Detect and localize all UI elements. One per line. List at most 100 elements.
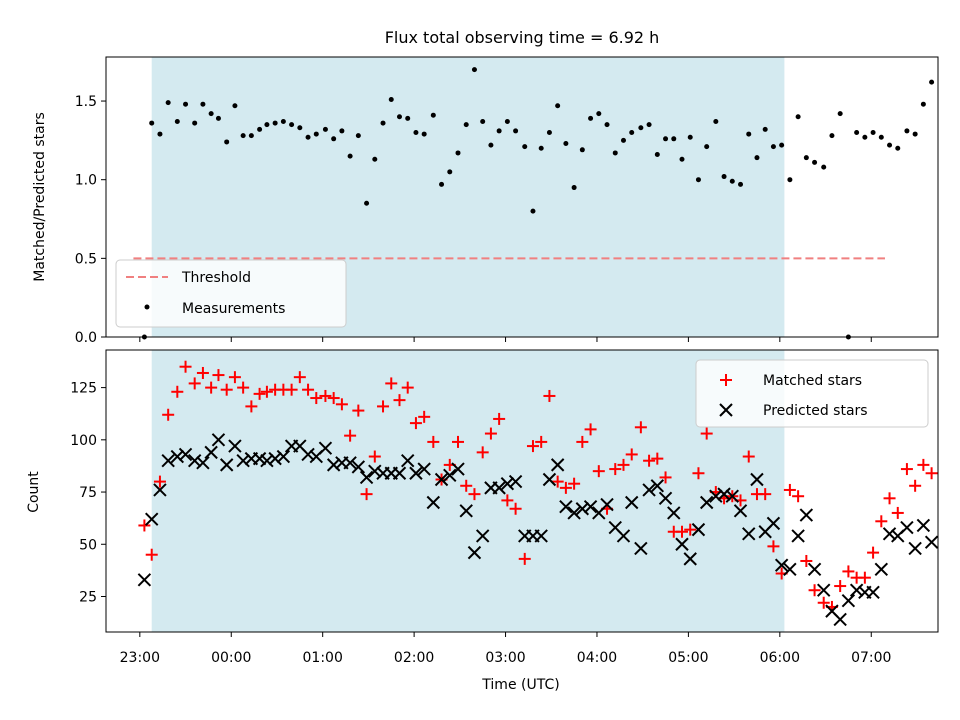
- matched-stars-point: [368, 450, 381, 463]
- x-tick-label: 01:00: [303, 650, 343, 666]
- predicted-stars-point: [742, 527, 756, 541]
- predicted-stars-point: [916, 518, 931, 533]
- count-y-label: Count: [26, 471, 42, 513]
- measurement-point: [305, 134, 311, 140]
- matched-stars-point: [625, 448, 638, 461]
- predicted-stars-point: [401, 454, 415, 468]
- matched-stars-point: [692, 467, 705, 480]
- measurement-point: [679, 156, 685, 162]
- measurement-point: [762, 126, 768, 132]
- measurement-point: [264, 122, 270, 128]
- matched-stars-point: [659, 471, 672, 484]
- matched-stars-point: [800, 554, 813, 567]
- predicted-stars-point: [145, 512, 159, 526]
- predicted-stars-point: [817, 583, 831, 597]
- measurement-point: [488, 142, 494, 148]
- matched-stars-point: [676, 525, 688, 538]
- matched-stars-point: [742, 450, 755, 463]
- matched-stars-point: [592, 465, 605, 478]
- predicted-stars-point: [161, 454, 175, 468]
- measurement-point: [854, 130, 860, 136]
- predicted-stars-point: [392, 466, 407, 480]
- measurement-point: [430, 112, 436, 118]
- measurement-point: [837, 111, 843, 117]
- predicted-stars-point: [301, 447, 315, 462]
- predicted-stars-point: [326, 458, 341, 472]
- predicted-stars-point: [908, 541, 922, 556]
- matched-stars-point: [196, 366, 209, 379]
- count-legend-box: [695, 359, 929, 428]
- measurement-point: [297, 125, 303, 131]
- matched-stars-point: [568, 477, 581, 490]
- measurement-point: [257, 126, 263, 132]
- predicted-stars-point: [451, 462, 465, 476]
- measurement-point: [829, 133, 835, 139]
- measurement-point: [447, 169, 453, 175]
- matched-stars-point: [476, 446, 489, 459]
- predicted-stars-point: [699, 495, 714, 510]
- matched-stars-point: [518, 552, 531, 565]
- predicted-stars-point: [508, 474, 523, 489]
- measurement-point: [496, 128, 502, 134]
- matched-stars-point: [302, 383, 315, 396]
- measurement-point: [713, 118, 719, 124]
- x-tick-label: 02:00: [394, 650, 434, 666]
- matched-stars-point: [493, 412, 506, 425]
- measurement-point: [380, 120, 386, 126]
- measurement-point: [803, 155, 809, 161]
- x-tick-label: 07:00: [851, 650, 891, 666]
- predicted-stars-point: [443, 468, 457, 483]
- measurement-point: [779, 142, 785, 148]
- predicted-stars-point: [268, 451, 282, 466]
- measurement-point: [504, 118, 510, 124]
- measurement-point: [629, 130, 635, 136]
- matched-stars-point: [867, 546, 880, 559]
- matched-stars-point: [385, 377, 398, 390]
- x-tick-label: 03:00: [485, 650, 525, 666]
- measurement-point: [563, 141, 569, 147]
- predicted-stars-point: [500, 476, 515, 491]
- measurement-point: [183, 101, 189, 107]
- matched-legend-label: Matched stars: [763, 373, 862, 389]
- matched-stars-point: [205, 381, 218, 394]
- measurement-point: [240, 133, 246, 139]
- measurement-point: [455, 150, 461, 156]
- predicted-stars-point: [187, 454, 202, 468]
- measurement-point: [322, 126, 328, 132]
- measurement-point: [812, 159, 818, 165]
- y-tick-label: 0.0: [75, 330, 97, 346]
- matched-stars-point: [700, 427, 713, 440]
- predicted-stars-point: [492, 481, 506, 495]
- predicted-stars-point: [542, 472, 557, 487]
- predicted-stars-point: [841, 593, 856, 608]
- measurement-point: [895, 145, 901, 151]
- matched-stars-point: [584, 423, 597, 436]
- predicted-stars-point: [849, 583, 864, 597]
- predicted-stars-point: [717, 487, 731, 501]
- measurement-point: [821, 164, 827, 170]
- predicted-stars-point: [467, 545, 482, 560]
- matched-stars-point: [526, 440, 539, 453]
- matched-stars-point: [543, 389, 556, 402]
- matched-stars-point: [535, 435, 548, 448]
- measurement-point: [280, 118, 286, 124]
- predicted-stars-point: [351, 460, 366, 474]
- matched-stars-point: [900, 463, 913, 476]
- measurement-point: [174, 118, 180, 124]
- ratio-panel: Flux total observing time = 6.92 h 0.00.…: [32, 28, 939, 346]
- measurement-point: [770, 144, 776, 150]
- predicted-stars-point: [228, 439, 242, 453]
- measurement-point: [571, 185, 577, 191]
- count-y-axis: 25 50 75 100 125: [70, 381, 106, 605]
- measurement-point: [671, 136, 677, 142]
- measurement-point: [289, 122, 295, 128]
- matched-stars-point: [344, 429, 357, 442]
- measurement-point: [620, 137, 626, 143]
- measurement-point: [439, 181, 445, 187]
- matched-stars-point: [460, 479, 473, 492]
- measurement-point: [149, 120, 155, 126]
- matched-stars-point: [228, 371, 241, 384]
- matched-stars-point: [684, 523, 697, 536]
- measurement-point: [912, 131, 918, 137]
- predicted-stars-point: [807, 562, 822, 577]
